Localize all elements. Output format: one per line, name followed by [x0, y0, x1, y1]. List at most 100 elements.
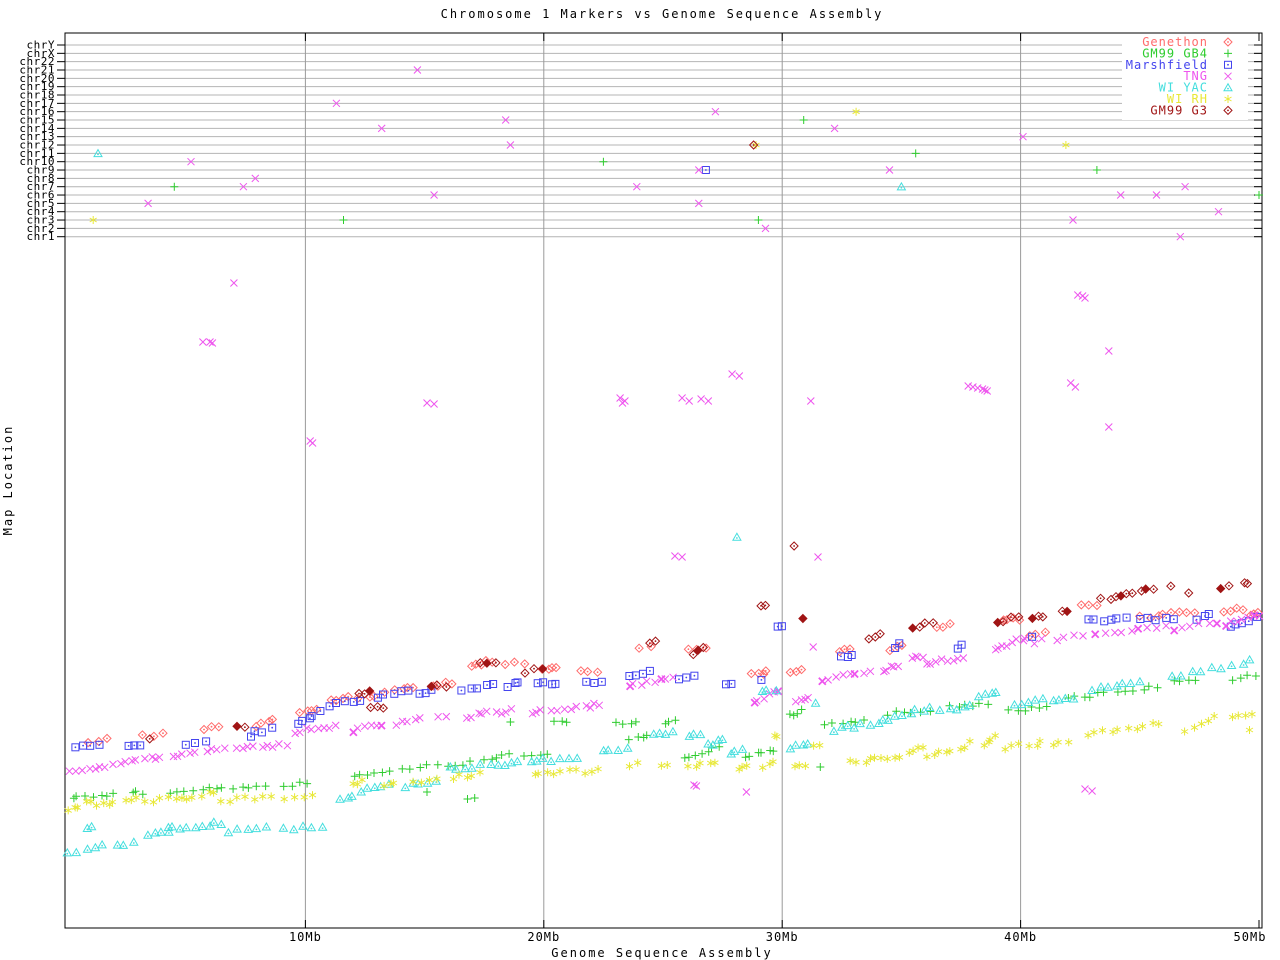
- marker-square: [690, 671, 699, 680]
- marker-x: [1128, 627, 1136, 635]
- marker-star: [966, 737, 974, 746]
- marker-star: [353, 780, 362, 789]
- marker-x: [173, 752, 182, 761]
- marker-triangle: [97, 839, 107, 849]
- marker-triangle: [118, 840, 129, 849]
- marker-x: [1073, 291, 1082, 299]
- chromosome-tick-label: chr10: [19, 155, 55, 168]
- marker-x: [830, 124, 839, 133]
- marker-plus: [945, 701, 954, 710]
- marker-plus: [1224, 49, 1232, 58]
- chromosome-tick-label: chr15: [19, 114, 55, 127]
- marker-x: [991, 645, 1000, 654]
- marker-plus: [558, 717, 567, 726]
- marker-x: [632, 182, 641, 191]
- marker-diamond: [471, 659, 481, 669]
- marker-triangle: [232, 824, 242, 833]
- marker-plus: [189, 786, 198, 795]
- marker-square: [305, 714, 314, 723]
- chromosome-tick-label: chr6: [27, 189, 56, 202]
- marker-square: [202, 737, 211, 746]
- marker-triangle: [1195, 666, 1206, 676]
- marker-star: [543, 768, 552, 777]
- marker-diamond: [928, 618, 938, 628]
- marker-triangle: [512, 756, 523, 766]
- marker-plus: [422, 760, 431, 769]
- axes-and-ticks: chrYchrXchr22chr21chr20chr19chr18chr17ch…: [19, 32, 1267, 944]
- marker-triangle: [810, 698, 821, 707]
- marker-x: [1091, 630, 1100, 639]
- marker-square: [349, 697, 358, 706]
- marker-x: [595, 701, 604, 710]
- marker-plus: [398, 764, 407, 773]
- marker-star: [801, 761, 810, 770]
- marker-x: [678, 553, 686, 561]
- marker-star: [178, 793, 186, 802]
- marker-plus: [81, 792, 89, 800]
- legend-label: GM99 G3: [1150, 103, 1208, 117]
- marker-x: [230, 279, 238, 287]
- marker-diamond: [1225, 606, 1236, 616]
- marker-triangle: [506, 757, 517, 767]
- marker-x: [232, 744, 241, 753]
- marker-diamond: [509, 657, 520, 667]
- marker-triangle: [1096, 681, 1106, 691]
- marker-star: [692, 762, 701, 771]
- marker-x: [131, 756, 140, 764]
- marker-triangle: [906, 708, 917, 718]
- marker-star: [696, 759, 704, 768]
- marker-diamond: [945, 618, 955, 629]
- marker-diamond: [576, 666, 586, 676]
- marker-plus: [974, 699, 983, 708]
- marker-triangle: [251, 823, 262, 833]
- marker-diamond: [378, 703, 389, 713]
- marker-star: [588, 767, 596, 776]
- marker-x: [943, 657, 952, 666]
- marker-triangle: [564, 753, 574, 763]
- marker-plus: [1243, 671, 1252, 680]
- marker-diamond: [907, 623, 918, 633]
- marker-x: [506, 141, 515, 149]
- marker-plus: [698, 749, 707, 758]
- marker-x: [331, 721, 340, 730]
- x-axis-label: Genome Sequence Assembly: [551, 946, 772, 960]
- marker-triangle: [143, 830, 153, 839]
- marker-star: [463, 773, 472, 782]
- marker-diamond: [1215, 583, 1226, 594]
- marker-plus: [205, 783, 214, 792]
- marker-square: [1100, 617, 1109, 626]
- marker-diamond: [1219, 607, 1229, 617]
- marker-x: [308, 439, 317, 447]
- marker-plus: [497, 751, 506, 759]
- chromosome-tick-label: chr21: [19, 64, 55, 77]
- marker-triangle: [837, 722, 847, 731]
- marker-star: [1224, 95, 1232, 103]
- chromosome-tick-label: chr19: [19, 80, 55, 93]
- marker-triangle: [1135, 676, 1145, 686]
- marker-triangle: [1030, 695, 1041, 704]
- marker-x: [190, 748, 199, 757]
- marker-x: [931, 658, 940, 666]
- marker-triangle: [1223, 82, 1233, 92]
- marker-star: [251, 795, 259, 804]
- marker-square: [533, 679, 542, 688]
- marker-x: [553, 706, 561, 715]
- marker-diamond: [1076, 600, 1087, 610]
- marker-star: [290, 793, 299, 802]
- marker-x: [151, 755, 160, 763]
- marker-star: [566, 765, 574, 774]
- marker-square: [472, 684, 481, 693]
- marker-plus: [172, 787, 181, 796]
- marker-diamond: [1242, 578, 1253, 589]
- mb-tick-label: 50Mb: [1234, 930, 1267, 944]
- marker-triangle: [288, 824, 299, 834]
- marker-square: [582, 677, 591, 686]
- marker-diamond: [365, 702, 376, 713]
- marker-plus: [98, 791, 106, 800]
- legend-item-gm99-g3: GM99 G3: [1150, 103, 1233, 117]
- marker-diamond: [1166, 607, 1176, 618]
- marker-triangle: [62, 847, 73, 857]
- marker-diamond: [634, 643, 644, 653]
- marker-x: [661, 675, 670, 683]
